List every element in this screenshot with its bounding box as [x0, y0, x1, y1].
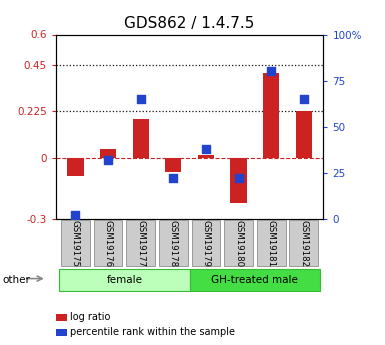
FancyBboxPatch shape: [192, 220, 220, 266]
Point: [170, 176, 176, 181]
Text: GSM19177: GSM19177: [136, 220, 145, 267]
Point: [236, 176, 242, 181]
Bar: [198, 156, 214, 158]
Text: GSM19180: GSM19180: [234, 220, 243, 267]
FancyBboxPatch shape: [224, 220, 253, 266]
Text: percentile rank within the sample: percentile rank within the sample: [70, 327, 235, 337]
FancyBboxPatch shape: [61, 220, 90, 266]
FancyBboxPatch shape: [190, 269, 320, 290]
Text: GSM19179: GSM19179: [201, 220, 211, 267]
Bar: [296, 111, 312, 158]
Bar: [132, 119, 149, 158]
Text: GSM19182: GSM19182: [299, 220, 308, 267]
Point: [268, 69, 274, 74]
Text: GSM19176: GSM19176: [104, 220, 112, 267]
FancyBboxPatch shape: [290, 220, 318, 266]
Title: GDS862 / 1.4.7.5: GDS862 / 1.4.7.5: [124, 16, 255, 31]
Point: [137, 96, 144, 102]
Point: [105, 157, 111, 163]
Bar: [165, 158, 181, 172]
Text: other: other: [2, 275, 30, 285]
FancyBboxPatch shape: [159, 220, 187, 266]
FancyBboxPatch shape: [126, 220, 155, 266]
Bar: [263, 73, 280, 158]
Text: GSM19175: GSM19175: [71, 220, 80, 267]
FancyBboxPatch shape: [257, 220, 286, 266]
Point: [301, 96, 307, 102]
FancyBboxPatch shape: [59, 269, 190, 290]
Text: GSM19181: GSM19181: [267, 220, 276, 267]
Bar: [67, 158, 84, 176]
Bar: [100, 149, 116, 158]
Text: female: female: [106, 275, 142, 285]
FancyBboxPatch shape: [94, 220, 122, 266]
Point: [72, 213, 79, 218]
Point: [203, 146, 209, 152]
Text: GSM19178: GSM19178: [169, 220, 178, 267]
Text: log ratio: log ratio: [70, 312, 110, 322]
Text: GH-treated male: GH-treated male: [211, 275, 298, 285]
Bar: [230, 158, 247, 203]
